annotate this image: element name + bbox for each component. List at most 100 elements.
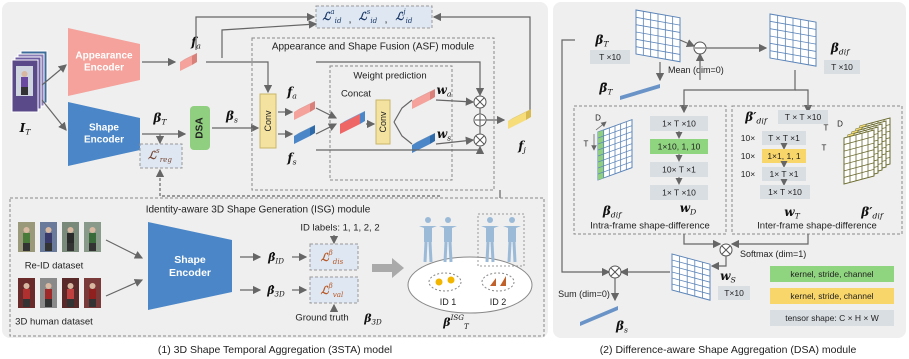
human — [445, 242, 446, 262]
label: T — [824, 124, 829, 133]
math-sub: id — [406, 15, 413, 24]
photo — [45, 299, 52, 307]
photo — [45, 233, 52, 243]
math-sub: T — [607, 87, 613, 96]
math-base: w — [437, 83, 448, 97]
photo — [23, 243, 30, 251]
math-sub: T — [25, 127, 31, 136]
human — [514, 242, 515, 262]
math-sub: a — [447, 89, 452, 98]
photo — [22, 71, 28, 77]
photo — [23, 233, 30, 243]
math-base: w — [784, 205, 795, 219]
photo — [24, 283, 30, 289]
label: Weight prediction — [353, 71, 426, 82]
grid-tensor — [636, 10, 680, 62]
human — [487, 242, 488, 262]
math-base: β′ — [860, 205, 873, 219]
label: D — [837, 120, 843, 129]
label: , — [349, 15, 352, 26]
tensor-label: kernel, stride, channel — [790, 269, 873, 279]
math-sup: β — [328, 248, 333, 257]
label: Appearance — [75, 51, 133, 62]
label: Softmax (dim=1) — [740, 249, 806, 259]
photo — [67, 243, 74, 251]
photo — [89, 233, 96, 243]
label: Intra-frame shape-difference — [590, 221, 710, 232]
label: Ground truth — [295, 313, 348, 324]
label: ID labels: 1, 1, 2, 2 — [300, 223, 379, 234]
math-sub: S — [731, 275, 736, 284]
math-sup: a — [330, 7, 334, 16]
photo — [90, 227, 96, 233]
human — [425, 242, 426, 262]
grid-tensor — [770, 14, 816, 66]
label: , — [385, 15, 388, 26]
tensor-label: T ×10 — [831, 62, 853, 72]
tensor-label: T ×10 — [599, 52, 621, 62]
math-sub: 3D — [275, 289, 286, 298]
human — [445, 217, 451, 223]
math-base: β — [594, 33, 603, 47]
label: ID 2 — [490, 297, 507, 307]
photo — [68, 283, 74, 289]
tensor-label: kernel, stride, channel — [790, 291, 873, 301]
label: 3D human dataset — [15, 317, 93, 328]
photo — [21, 87, 28, 95]
math-sup: s — [367, 7, 371, 16]
math-sub: dis — [333, 256, 344, 265]
math-sup: ISG — [450, 313, 465, 322]
caption: (2) Difference-aware Shape Aggregation (… — [600, 344, 857, 356]
tensor-label: 1× T ×10 — [768, 187, 802, 197]
grid-tensor — [844, 130, 874, 184]
tensor-label: 1× T ×1 — [770, 169, 799, 179]
photo — [89, 299, 96, 307]
caption: (1) 3D Shape Temporal Aggregation (3STA)… — [158, 344, 392, 356]
photo — [23, 289, 30, 299]
math-sub: a — [196, 41, 201, 50]
label: T — [584, 140, 589, 149]
label: DSA — [195, 117, 206, 138]
tensor-label: tensor shape: C × H × W — [785, 313, 879, 323]
math-sub: 3D — [372, 317, 383, 326]
math-sub: id — [370, 15, 377, 24]
label: Re-ID dataset — [25, 261, 84, 272]
math-sub: val — [333, 289, 344, 298]
tensor-label: T × T ×1 — [768, 133, 800, 143]
photo — [21, 77, 28, 87]
math-sub: T — [603, 39, 609, 48]
photo — [67, 233, 74, 243]
photo — [46, 227, 52, 233]
label: Conv — [378, 111, 388, 133]
tensor-label: 1×1, 1, 1 — [767, 151, 801, 161]
tensor-label: T × T ×10 — [785, 112, 822, 122]
math-base: β — [225, 109, 234, 123]
tensor-label: 1× T ×10 — [662, 119, 696, 129]
math-sup: β — [328, 281, 333, 290]
photo — [46, 283, 52, 289]
label: Mean (dim=0) — [668, 65, 724, 75]
math-base: w — [680, 201, 691, 215]
math-sub: s — [447, 133, 451, 142]
tensor-label: 1×10, 1, 10 — [658, 142, 701, 152]
math-base: w — [437, 127, 448, 141]
point — [448, 277, 455, 284]
photo — [23, 299, 30, 307]
label: Concat — [341, 89, 371, 100]
label: Appearance and Shape Fusion (ASF) module — [272, 42, 475, 53]
label: Sum (dim=0) — [558, 289, 610, 299]
math-sub: reg — [160, 154, 173, 163]
math-sub: D — [689, 207, 697, 216]
label: Identity-aware 3D Shape Generation (ISG)… — [146, 205, 371, 216]
math-sub: T — [161, 117, 167, 126]
photo — [24, 227, 30, 233]
label: T — [822, 144, 827, 153]
math-sub: a — [292, 91, 297, 100]
label: D — [595, 114, 601, 123]
label: Shape — [174, 254, 206, 266]
shape-space — [408, 257, 532, 313]
tensor-label: 10× T ×1 — [662, 165, 696, 175]
math-sup: s — [156, 146, 160, 155]
human — [425, 217, 431, 223]
label: 10× — [741, 169, 755, 179]
